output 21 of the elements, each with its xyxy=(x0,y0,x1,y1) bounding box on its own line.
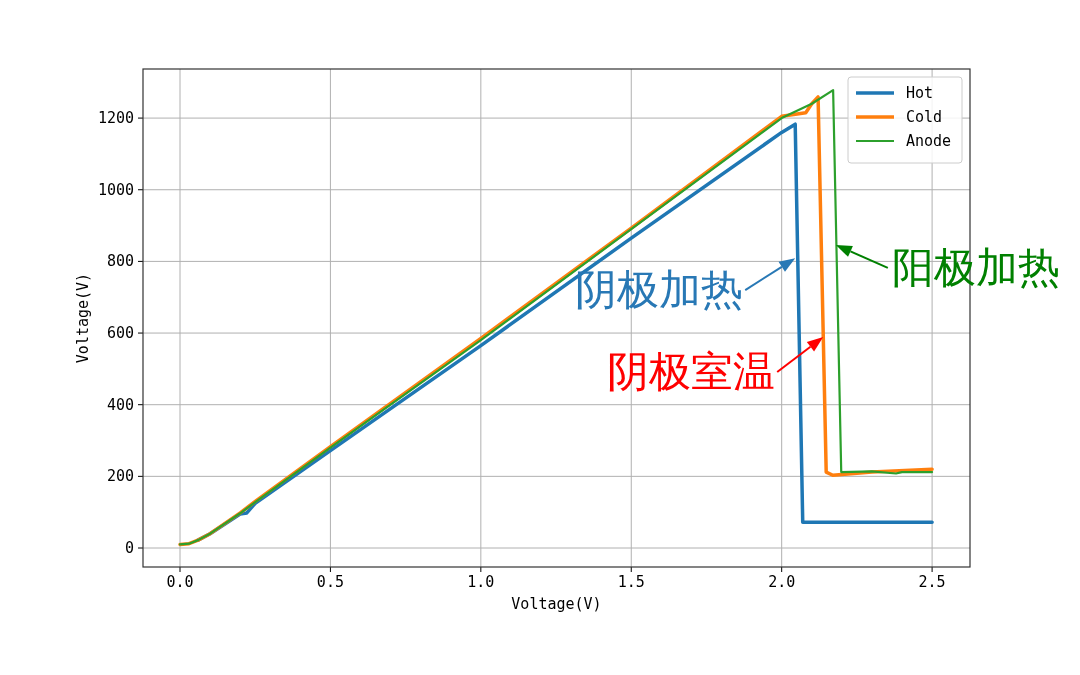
y-tick-label: 600 xyxy=(106,324,134,343)
annotation: 阴极室温 xyxy=(607,346,776,396)
y-tick-label: 800 xyxy=(106,252,134,271)
legend-label: Anode xyxy=(906,132,952,150)
y-tick-label: 200 xyxy=(106,467,134,486)
annotation: 阴极加热 xyxy=(575,265,744,315)
y-axis-title: Voltage(V) xyxy=(74,272,92,364)
x-tick-label: 0.5 xyxy=(316,573,344,591)
legend-label: Hot xyxy=(906,84,934,102)
legend-label: Cold xyxy=(906,108,943,126)
y-tick-label: 1000 xyxy=(97,180,134,199)
x-axis-title: Voltage(V) xyxy=(511,595,602,613)
x-tick-label: 0.0 xyxy=(166,573,194,591)
y-tick-label: 400 xyxy=(106,395,134,414)
x-tick-label: 2.5 xyxy=(918,573,946,591)
y-tick-label: 1200 xyxy=(97,109,134,128)
x-tick-label: 2.0 xyxy=(768,573,796,591)
x-tick-label: 1.5 xyxy=(617,573,645,591)
x-tick-label: 1.0 xyxy=(467,573,495,591)
annotation: 阳极加热 xyxy=(891,242,1060,292)
y-tick-label: 0 xyxy=(124,539,134,558)
